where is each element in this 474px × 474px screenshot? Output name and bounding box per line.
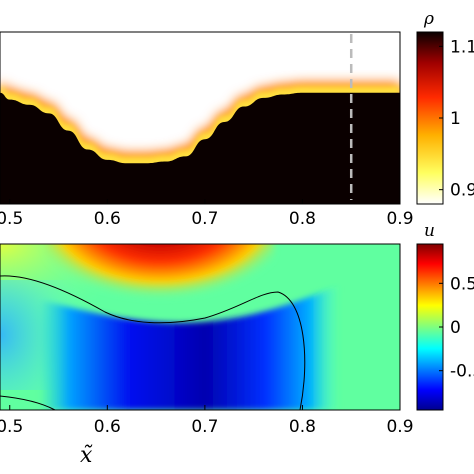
velocity-x-tick-label: 0.5 xyxy=(0,417,23,437)
velocity-panel xyxy=(0,244,400,410)
density-colorbar-tick-label: 1 xyxy=(450,109,461,129)
velocity-zero-contour xyxy=(0,275,306,410)
density-colorbar-tick-label: 1.1 xyxy=(450,37,474,57)
velocity-panel-frame xyxy=(0,243,401,411)
velocity-x-tick-label: 0.6 xyxy=(94,417,121,437)
velocity-colorbar-tick-label: 0 xyxy=(450,318,461,338)
density-colorbar: ρ 1.1 1 0.9 xyxy=(416,9,474,205)
density-colorbar-tick-label: 0.9 xyxy=(450,181,474,201)
velocity-colorbar-tick-label: -0.5 xyxy=(450,362,474,382)
density-x-ticks: 0.5 0.6 0.7 0.8 0.9 xyxy=(0,199,414,229)
velocity-x-ticks: 0.5 0.6 0.7 0.8 0.9 xyxy=(0,405,414,437)
density-x-tick-label: 0.5 xyxy=(0,209,23,229)
density-x-tick-label: 0.8 xyxy=(289,209,316,229)
velocity-negative-band xyxy=(40,285,340,410)
velocity-positive-lobe xyxy=(45,244,275,322)
density-dense-region xyxy=(0,92,400,204)
density-x-tick-label: 0.9 xyxy=(386,209,413,229)
velocity-x-tick-label: 0.8 xyxy=(289,417,316,437)
velocity-x-tick-label: 0.7 xyxy=(191,417,218,437)
density-x-tick-label: 0.6 xyxy=(94,209,121,229)
density-colorbar-label: ρ xyxy=(423,9,434,29)
velocity-colorbar-gradient xyxy=(416,243,444,411)
density-x-tick-label: 0.7 xyxy=(191,209,218,229)
density-panel xyxy=(0,32,400,204)
density-colorbar-gradient xyxy=(416,31,444,205)
velocity-colorbar-label: u xyxy=(424,221,435,241)
velocity-zero-contour-lower xyxy=(0,395,56,410)
velocity-x-tick-label: 0.9 xyxy=(386,417,413,437)
velocity-colorbar-tick-label: 0.5 xyxy=(450,274,474,294)
velocity-colorbar: u 0.5 0 -0.5 xyxy=(416,221,474,411)
density-panel-frame xyxy=(0,31,401,205)
x-axis-label: x̃ xyxy=(80,443,93,468)
